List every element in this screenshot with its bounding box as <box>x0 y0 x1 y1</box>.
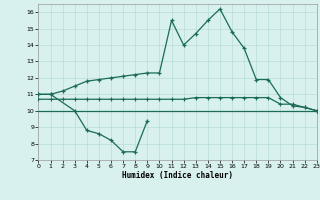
X-axis label: Humidex (Indice chaleur): Humidex (Indice chaleur) <box>122 171 233 180</box>
